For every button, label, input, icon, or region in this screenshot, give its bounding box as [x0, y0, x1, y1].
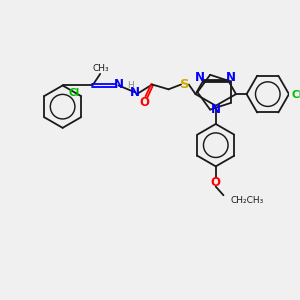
- Text: Cl: Cl: [291, 90, 300, 100]
- Text: CH₂CH₃: CH₂CH₃: [230, 196, 263, 205]
- Text: N: N: [195, 71, 205, 84]
- Text: CH₃: CH₃: [93, 64, 110, 73]
- Text: O: O: [140, 96, 149, 109]
- Text: H: H: [128, 81, 134, 90]
- Text: N: N: [113, 78, 124, 91]
- Text: N: N: [211, 103, 221, 116]
- Text: Cl: Cl: [69, 88, 80, 98]
- Text: N: N: [130, 86, 140, 99]
- Text: O: O: [211, 176, 221, 189]
- Text: N: N: [226, 71, 236, 84]
- Text: S: S: [180, 78, 190, 91]
